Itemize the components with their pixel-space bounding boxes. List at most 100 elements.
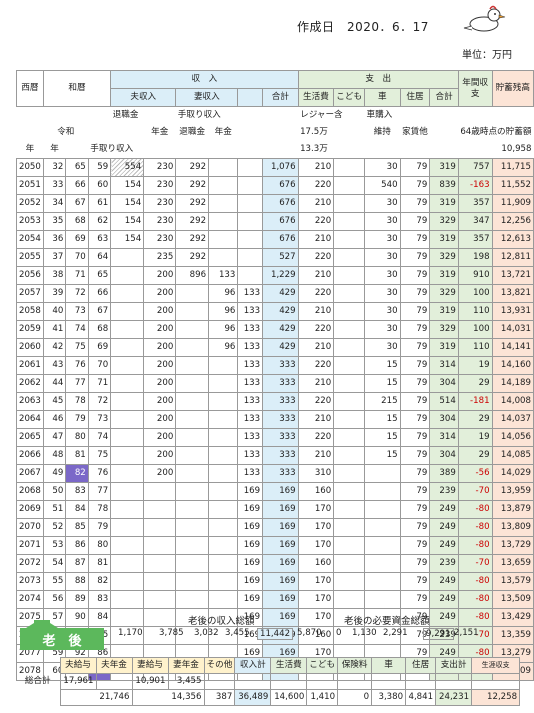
tot-r1-1 (95, 673, 133, 690)
table-cell: 79 (399, 500, 431, 519)
sub-leisure: レジャー含 (300, 110, 343, 120)
table-cell: 30 (364, 320, 401, 339)
creation-date-title: 作成日 2020．6．17 (297, 20, 429, 34)
table-cell: 133 (237, 320, 264, 339)
table-cell: 200 (143, 338, 177, 357)
sub-takehome2: 手取り収入 (90, 144, 134, 154)
table-row: 2073 55 88 82 169 169 170 79 249 -80 13,579 (16, 572, 534, 591)
table-cell (175, 410, 210, 429)
tot-r2-12: 12,258 (471, 689, 521, 706)
table-cell: 82 (65, 464, 89, 483)
table-cell (333, 338, 366, 357)
table-cell: 292 (175, 212, 210, 231)
header-housing: 住居 (399, 88, 431, 107)
table-cell: 79 (399, 284, 431, 303)
table-cell: 80 (87, 536, 112, 555)
table-cell: -80 (457, 518, 493, 537)
table-cell (364, 518, 401, 537)
table-cell: 304 (429, 374, 459, 393)
table-cell: 170 (297, 500, 335, 519)
table-cell: 19 (457, 428, 493, 447)
table-cell: 30 (364, 212, 401, 231)
table-cell: 220 (297, 356, 335, 375)
table-cell: 235 (143, 248, 177, 267)
table-cell: 64 (87, 248, 112, 267)
table-row: 2075 57 90 84 169 169 170 79 249 -80 13,429 (16, 608, 534, 627)
table-cell: 68 (87, 320, 112, 339)
table-cell: 70 (65, 248, 89, 267)
table-cell: 220 (297, 212, 335, 231)
table-cell: 292 (175, 248, 210, 267)
table-cell: 314 (429, 428, 459, 447)
table-cell: 30 (364, 230, 401, 249)
tot-r1-2: 10,901 (131, 673, 169, 690)
table-cell (333, 536, 366, 555)
table-cell: 200 (143, 464, 177, 483)
table-cell: 169 (237, 518, 264, 537)
table-cell (208, 464, 239, 483)
table-cell: 12,256 (491, 212, 534, 231)
table-cell: 133 (237, 464, 264, 483)
table-cell (208, 212, 239, 231)
table-row: 2068 50 83 77 169 169 160 79 239 -70 13,959 (16, 482, 534, 501)
table-cell: 200 (143, 320, 177, 339)
table-cell: 169 (262, 500, 299, 519)
table-cell: 2059 (16, 320, 44, 339)
table-row: 2059 41 74 68 200 96 133 429 220 30 79 329 100 14,031 (16, 320, 534, 339)
table-cell: 910 (457, 266, 493, 285)
table-cell: 429 (262, 302, 299, 321)
table-cell: 77 (65, 374, 89, 393)
table-cell: -70 (457, 482, 493, 501)
table-cell: 79 (399, 320, 431, 339)
table-cell: 169 (262, 518, 299, 537)
table-cell: 14,031 (491, 320, 534, 339)
table-row: 2067 49 82 76 200 133 333 310 79 389 -56 14,029 (16, 464, 534, 483)
table-cell (110, 608, 145, 627)
header-blank (237, 88, 264, 107)
table-cell: 79 (399, 590, 431, 609)
table-cell: 210 (297, 194, 335, 213)
table-cell (333, 482, 366, 501)
table-cell: 66 (87, 284, 112, 303)
table-cell (110, 572, 145, 591)
table-cell: 14,141 (491, 338, 534, 357)
table-cell: 329 (429, 212, 459, 231)
table-cell: 70 (87, 356, 112, 375)
table-cell: 170 (297, 608, 335, 627)
table-cell (143, 536, 177, 555)
table-cell: 79 (399, 176, 431, 195)
header-children: こども (333, 88, 366, 107)
table-cell (333, 518, 366, 537)
table-cell: 32 (42, 158, 67, 177)
table-cell: 11,552 (491, 176, 534, 195)
table-cell: 11,715 (491, 158, 534, 177)
table-cell: 30 (364, 284, 401, 303)
table-cell: 96 (208, 320, 239, 339)
table-cell: 200 (143, 446, 177, 465)
table-cell: 333 (262, 464, 299, 483)
header-annual-balance: 年間収支 (457, 70, 493, 107)
table-cell: 200 (143, 428, 177, 447)
table-cell: 676 (262, 212, 299, 231)
table-cell: 198 (457, 248, 493, 267)
table-cell: 59 (87, 158, 112, 177)
table-cell: 13,931 (491, 302, 534, 321)
table-cell (110, 428, 145, 447)
tot-r2-2: 14,356 (131, 689, 205, 706)
sub-leisure-val: 17.5万 (300, 127, 328, 137)
tot-r2-0: 21,746 (59, 689, 133, 706)
table-cell (208, 446, 239, 465)
tot-h-0: 夫給与 (59, 657, 97, 674)
table-cell: -163 (457, 176, 493, 195)
table-cell: 200 (143, 374, 177, 393)
table-cell: 79 (399, 374, 431, 393)
table-cell (175, 320, 210, 339)
header-expense-total: 合計 (429, 88, 459, 107)
table-cell: 30 (364, 302, 401, 321)
tot-r2-10: 4,841 (405, 689, 437, 706)
tot-h-11: 支出計 (435, 657, 473, 674)
table-cell: 79 (399, 338, 431, 357)
table-cell: 2056 (16, 266, 44, 285)
table-cell: 33 (42, 176, 67, 195)
table-cell: 292 (175, 230, 210, 249)
